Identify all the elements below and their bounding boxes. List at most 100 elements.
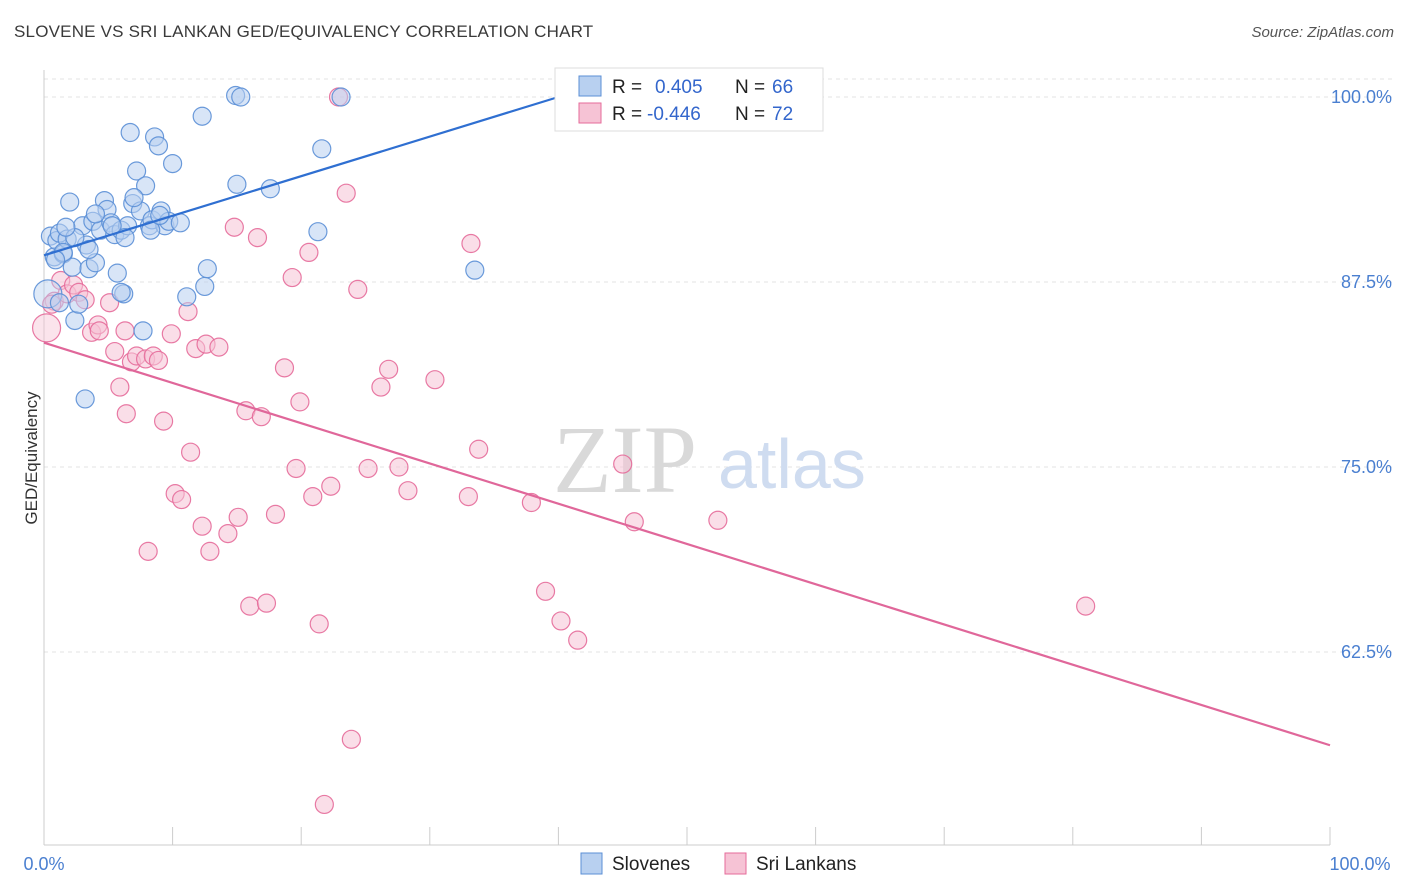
slovenes-point <box>177 287 197 307</box>
sri-lankans-point <box>181 442 201 462</box>
sri-lankans-point <box>31 313 62 343</box>
correlation-legend: R = 0.405 N = 66 R = -0.446 N = 72 <box>554 67 824 132</box>
slovenes-point <box>170 213 190 233</box>
sri-lankans-point <box>358 458 378 479</box>
sri-lankans-point <box>105 341 125 362</box>
sri-lankans-point <box>172 489 192 510</box>
legend-r-value-1: 0.405 <box>655 77 703 98</box>
slovenes-point <box>148 136 169 156</box>
slovenes-point <box>49 293 70 313</box>
slovenes-point <box>312 139 332 159</box>
sri-lankans-point <box>341 729 361 749</box>
sri-lankans-point <box>138 541 158 561</box>
y-tick-label: 62.5% <box>1341 642 1392 662</box>
sri-lankans-point <box>458 487 478 507</box>
sri-lankans-point <box>348 279 368 299</box>
y-tick-label: 87.5% <box>1341 272 1392 292</box>
slovenes-trend-line <box>43 95 559 257</box>
sri-lankans-point <box>224 217 244 237</box>
slovenes-point <box>69 294 89 314</box>
legend-n-label-2: N = <box>735 104 765 125</box>
sri-lankans-point <box>200 541 220 561</box>
slovenes-point <box>60 192 80 212</box>
legend-r-value-2: -0.446 <box>647 104 701 125</box>
slovenes-point <box>133 321 153 341</box>
sri-lankans-point <box>321 476 341 496</box>
sri-lankans-point <box>389 457 409 477</box>
sri-lankans-point <box>299 242 319 262</box>
chart-title: SLOVENE VS SRI LANKAN GED/EQUIVALENCY CO… <box>14 22 594 41</box>
sri-lankans-point <box>469 439 489 459</box>
sri-lankans-point <box>265 504 286 524</box>
sri-lankans-trend-line <box>43 341 1331 747</box>
x-tick-label-min: 0.0% <box>23 854 64 874</box>
sri-lankans-point <box>398 481 418 501</box>
legend-r-label-1: R = <box>612 77 642 98</box>
slovenes-point <box>195 276 215 297</box>
legend-swatch-sri-lankans <box>578 102 602 124</box>
y-tick-label: 75.0% <box>1341 457 1392 477</box>
legend-r-label-2: R = <box>612 104 642 125</box>
sri-lankans-point <box>568 630 588 650</box>
legend-n-value-2: 72 <box>772 104 793 125</box>
slovenes-point <box>150 205 170 225</box>
slovenes-points <box>33 85 485 409</box>
legend-n-value-1: 66 <box>772 77 793 98</box>
sri-lankans-point <box>89 321 109 341</box>
source-label: Source: ZipAtlas.com <box>1251 24 1394 41</box>
sri-lankans-point <box>551 611 571 631</box>
sri-lankans-point <box>371 377 391 397</box>
sri-lankans-point <box>379 359 399 379</box>
slovenes-point <box>56 217 76 237</box>
sri-lankans-point <box>240 596 260 616</box>
sri-lankans-point <box>148 350 169 371</box>
legend-n-label-1: N = <box>735 77 765 98</box>
sri-lankans-point <box>286 458 306 479</box>
slovenes-point <box>231 87 251 107</box>
sri-lankans-points <box>31 87 1096 815</box>
sri-lankans-point <box>153 411 174 431</box>
sri-lankans-point <box>425 370 445 390</box>
slovenes-point <box>111 282 131 302</box>
legend-swatch-slovenes <box>578 75 602 97</box>
series-label-slovenes: Slovenes <box>612 854 690 875</box>
watermark-atlas: atlas <box>718 425 866 503</box>
sri-lankans-point <box>461 233 481 254</box>
trend-lines <box>43 95 1331 747</box>
slovenes-point <box>465 260 485 280</box>
slovenes-point <box>331 87 351 107</box>
slovenes-point <box>107 263 127 283</box>
slovenes-point <box>126 161 147 181</box>
sri-lankans-point <box>535 581 556 601</box>
sri-lankans-point <box>192 516 212 536</box>
series-label-sri-lankans: Sri Lankans <box>756 854 856 875</box>
slovenes-point <box>85 204 106 224</box>
sri-lankans-point <box>303 487 323 507</box>
slovenes-point <box>120 122 140 143</box>
sri-lankans-point <box>613 454 633 474</box>
slovenes-point <box>308 222 328 242</box>
sri-lankans-point <box>116 404 136 424</box>
sri-lankans-point <box>708 510 728 530</box>
gridlines <box>44 78 1392 653</box>
slovenes-point <box>197 259 217 279</box>
y-tick-labels: 62.5% 75.0% 87.5% 100.0% <box>1331 87 1392 662</box>
series-swatch-sri-lankans <box>724 852 747 875</box>
sri-lankans-point <box>282 267 302 288</box>
y-axis-label: GED/Equivalency <box>22 391 41 525</box>
sri-lankans-point <box>110 377 130 397</box>
sri-lankans-point <box>218 523 238 544</box>
sri-lankans-point <box>115 321 135 341</box>
slovenes-point <box>192 106 212 126</box>
x-ticks <box>43 827 1331 845</box>
x-tick-label-max: 100.0% <box>1329 854 1390 874</box>
slovenes-point <box>227 174 247 194</box>
sri-lankans-point <box>209 337 229 357</box>
sri-lankans-point <box>521 492 541 513</box>
sri-lankans-point <box>336 183 356 203</box>
sri-lankans-point <box>274 358 295 378</box>
slovenes-point <box>75 389 95 409</box>
sri-lankans-point <box>309 614 329 634</box>
sri-lankans-point <box>256 593 277 613</box>
